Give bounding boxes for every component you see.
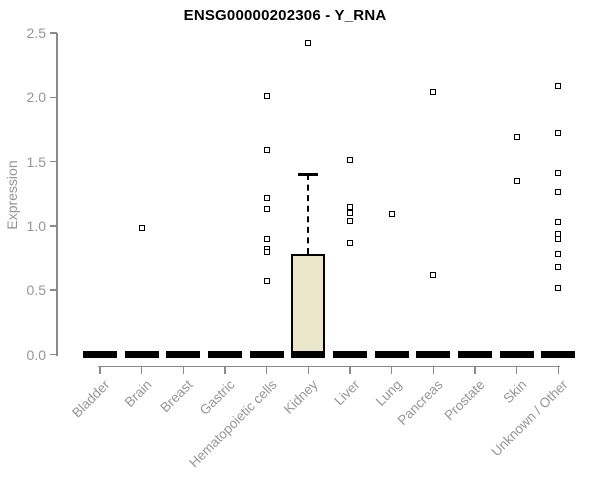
- data-point: [555, 251, 562, 258]
- category-label: Unknown / Other: [488, 377, 571, 460]
- y-tick: [49, 289, 57, 291]
- data-point: [263, 278, 270, 285]
- data-point: [138, 225, 145, 232]
- x-tick: [349, 365, 351, 374]
- data-point: [346, 239, 353, 246]
- data-point: [513, 134, 520, 141]
- y-tick: [49, 353, 57, 356]
- median-bar: [166, 351, 201, 358]
- data-point: [555, 284, 562, 291]
- y-tick: [49, 225, 57, 227]
- x-tick: [140, 365, 143, 374]
- median-bar: [291, 351, 326, 358]
- y-tick-label: 2.5: [26, 25, 46, 41]
- data-point: [346, 157, 353, 164]
- x-tick: [432, 365, 435, 374]
- data-point: [555, 264, 562, 271]
- data-point: [555, 130, 562, 137]
- y-tick-label: 1.5: [26, 153, 46, 170]
- data-point: [263, 194, 270, 201]
- data-point: [430, 89, 437, 96]
- data-point: [555, 189, 562, 196]
- data-point: [346, 203, 353, 210]
- median-bar: [207, 351, 242, 358]
- chart-title: ENSG00000202306 - Y_RNA: [183, 7, 387, 24]
- y-tick-label: 0.0: [26, 346, 46, 363]
- data-point: [263, 206, 270, 213]
- x-tick: [307, 365, 310, 374]
- y-tick: [49, 32, 57, 34]
- median-bar: [374, 351, 409, 358]
- data-point: [305, 40, 312, 47]
- y-tick-label: 2.0: [26, 89, 46, 106]
- median-bar: [541, 351, 576, 358]
- median-bar: [332, 351, 367, 358]
- data-point: [346, 217, 353, 224]
- data-point: [388, 211, 395, 218]
- median-bar: [124, 351, 159, 358]
- median-bar: [499, 351, 534, 358]
- y-tick: [49, 160, 57, 163]
- data-point: [263, 93, 270, 99]
- x-tick: [515, 365, 518, 374]
- x-tick: [224, 365, 226, 374]
- data-point: [263, 147, 270, 154]
- data-point: [513, 177, 520, 184]
- data-point: [555, 82, 562, 89]
- data-point: [263, 235, 270, 242]
- y-tick-label: 1.0: [26, 217, 46, 234]
- median-bar: [457, 351, 492, 358]
- y-tick: [49, 96, 57, 99]
- x-tick: [474, 365, 476, 374]
- data-point: [555, 170, 562, 177]
- data-point: [430, 271, 437, 278]
- whisker-cap: [298, 173, 319, 176]
- whisker: [307, 174, 310, 255]
- data-point: [263, 248, 270, 255]
- x-axis-line: [97, 365, 561, 367]
- x-tick: [390, 365, 393, 374]
- x-tick: [557, 365, 560, 374]
- x-tick: [99, 365, 101, 374]
- x-tick: [265, 365, 268, 374]
- data-point: [555, 235, 562, 242]
- y-tick-label: 0.5: [26, 282, 46, 299]
- median-bar: [249, 351, 284, 358]
- y-axis-line: [56, 33, 58, 356]
- box: [291, 254, 326, 355]
- median-bar: [83, 351, 117, 358]
- data-point: [346, 210, 353, 217]
- data-point: [555, 219, 562, 226]
- x-tick: [182, 365, 185, 374]
- median-bar: [416, 351, 451, 358]
